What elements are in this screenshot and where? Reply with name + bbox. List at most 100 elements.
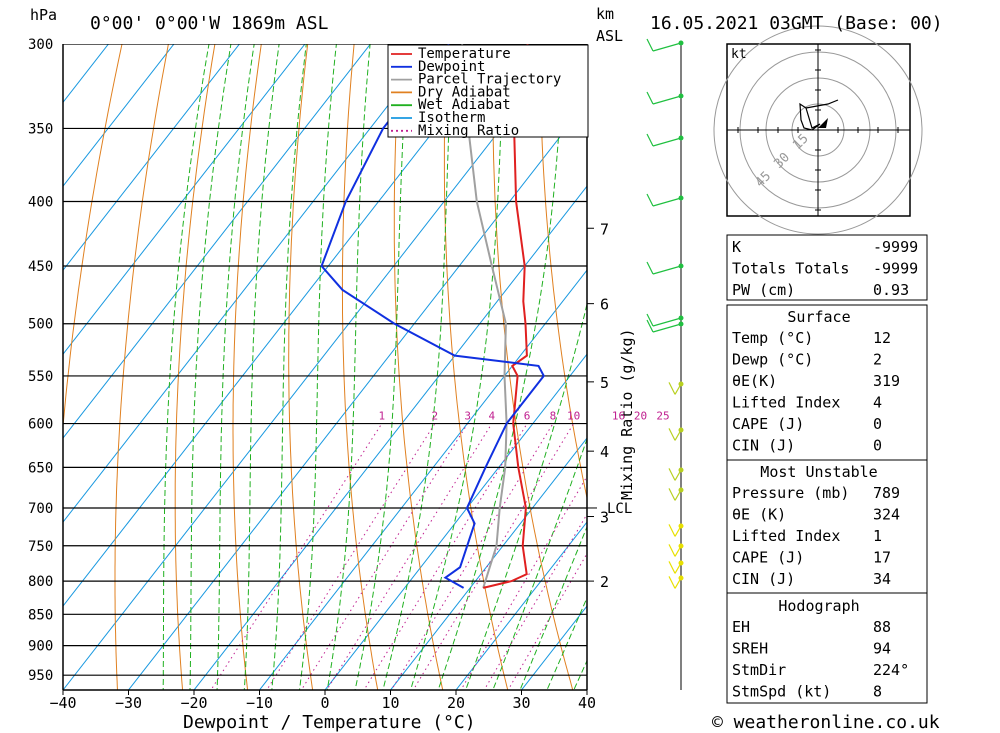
x-tick-label: 20 (447, 694, 465, 712)
pressure-tick-label: 600 (28, 417, 53, 433)
km-tick-label: 4 (600, 443, 609, 461)
pressure-tick-label: 350 (28, 121, 53, 137)
mixing-ratio-value-label: 1 (379, 410, 386, 423)
wind-barb-staff (674, 562, 682, 574)
dry-adiabat-line (63, 44, 123, 432)
pressure-tick-label: 650 (28, 460, 53, 476)
dry-adiabat-line (174, 44, 216, 690)
isotherm-line (127, 101, 587, 690)
mixing-ratio-value-label: 6 (524, 410, 531, 423)
mixing-ratio-value-label: 16 (612, 410, 625, 423)
wet-adiabat-line (546, 596, 587, 690)
wind-barb-flag (668, 428, 676, 441)
wet-adiabat-line (299, 44, 337, 690)
wind-barb-flag (668, 382, 676, 395)
wet-adiabat-line (162, 44, 210, 690)
mixing-ratio-value-label: 25 (656, 410, 669, 423)
isotherm-line (63, 44, 306, 355)
x-tick-label: −20 (180, 694, 207, 712)
x-tick-label: −10 (246, 694, 273, 712)
isotherm-line (63, 44, 241, 271)
dry-adiabat-line (982, 0, 1000, 730)
wind-barb-flag (646, 38, 654, 52)
wind-barb-flag (646, 319, 654, 333)
pressure-tick-label: 750 (28, 539, 53, 555)
lcl-label: LCL (607, 501, 632, 517)
wind-barb-staff (674, 489, 682, 501)
km-tick-label: 2 (600, 573, 609, 591)
km-tick-label: 7 (600, 220, 609, 238)
x-tick-label: 10 (381, 694, 399, 712)
x-tick-label: −30 (115, 694, 142, 712)
legend-entry: Isotherm (418, 110, 485, 126)
mixing-ratio-line (300, 423, 469, 690)
dry-adiabat-line (938, 0, 1000, 730)
wind-barb-flag (668, 524, 676, 537)
x-tick-label: 0 (320, 694, 329, 712)
x-tick-label: 40 (578, 694, 596, 712)
wind-barb-flag (668, 544, 676, 557)
wind-barb-flag (646, 91, 654, 105)
pressure-tick-label: 950 (28, 668, 53, 684)
mixing-ratio-value-label: 10 (567, 410, 580, 423)
isotherm-line (455, 521, 587, 690)
legend-entry: Mixing Ratio (418, 123, 519, 139)
mixing-ratio-value-label: 2 (432, 410, 439, 423)
isotherm-line (389, 437, 587, 690)
mixing-ratio-line (412, 423, 575, 690)
legend-entry: Wet Adiabat (418, 97, 511, 113)
wind-barb-staff (652, 137, 682, 147)
pressure-tick-label: 500 (28, 317, 53, 333)
wet-adiabat-line (326, 44, 371, 690)
x-tick-label: −40 (49, 694, 76, 712)
mixing-ratio-line (266, 423, 436, 690)
wind-barb-flag (668, 488, 676, 501)
pressure-tick-label: 800 (28, 574, 53, 590)
mixing-ratio-line (507, 552, 587, 690)
mixing-ratio-value-label: 8 (550, 410, 557, 423)
mixing-ratio-line (363, 423, 528, 690)
wind-barb-flag (646, 261, 654, 275)
legend-entry: Dry Adiabat (418, 84, 511, 100)
km-tick-label: 6 (600, 296, 609, 314)
wind-barb-staff (674, 383, 682, 395)
wind-barb-staff (674, 469, 682, 481)
wind-barb-flag (646, 193, 654, 207)
wet-adiabat-line (382, 44, 454, 690)
wind-barb-flag (668, 468, 676, 481)
wind-barbs (646, 38, 684, 690)
isotherm-line (0, 0, 121, 730)
wind-barb-flag (668, 561, 676, 574)
legend-entry: Temperature (418, 46, 511, 62)
pressure-tick-label: 850 (28, 607, 53, 623)
pressure-tick-label: 700 (28, 501, 53, 517)
isotherm-line (63, 44, 110, 104)
pressure-tick-label: 300 (28, 37, 53, 53)
wind-barb-staff (652, 323, 682, 333)
mixing-ratio-line (460, 475, 587, 690)
mixing-ratio-value-label: 3 (464, 410, 471, 423)
mixing-ratio-value-label: 20 (634, 410, 647, 423)
wet-adiabat-line (243, 44, 280, 690)
wind-barb-staff (652, 317, 682, 327)
wet-adiabat-line (271, 44, 307, 690)
pressure-tick-label: 550 (28, 369, 53, 385)
temperature-profile (482, 44, 529, 589)
mixing-ratio-line (326, 423, 493, 690)
wind-barb-staff (674, 429, 682, 441)
isotherm-line (258, 269, 587, 690)
wind-barb-staff (674, 525, 682, 537)
mixing-ratio-axis-label: Mixing Ratio (g/kg) (618, 328, 636, 500)
wet-adiabat-line (216, 44, 255, 690)
pressure-tick-label: 450 (28, 259, 53, 275)
hodograph-trace (805, 99, 839, 109)
wind-barb-flag (646, 313, 654, 327)
isotherm-line (324, 353, 587, 690)
wind-barb-staff (652, 42, 682, 52)
hodograph-ring (713, 25, 923, 235)
mixing-ratio-line (210, 423, 383, 690)
x-tick-label: 30 (512, 694, 530, 712)
